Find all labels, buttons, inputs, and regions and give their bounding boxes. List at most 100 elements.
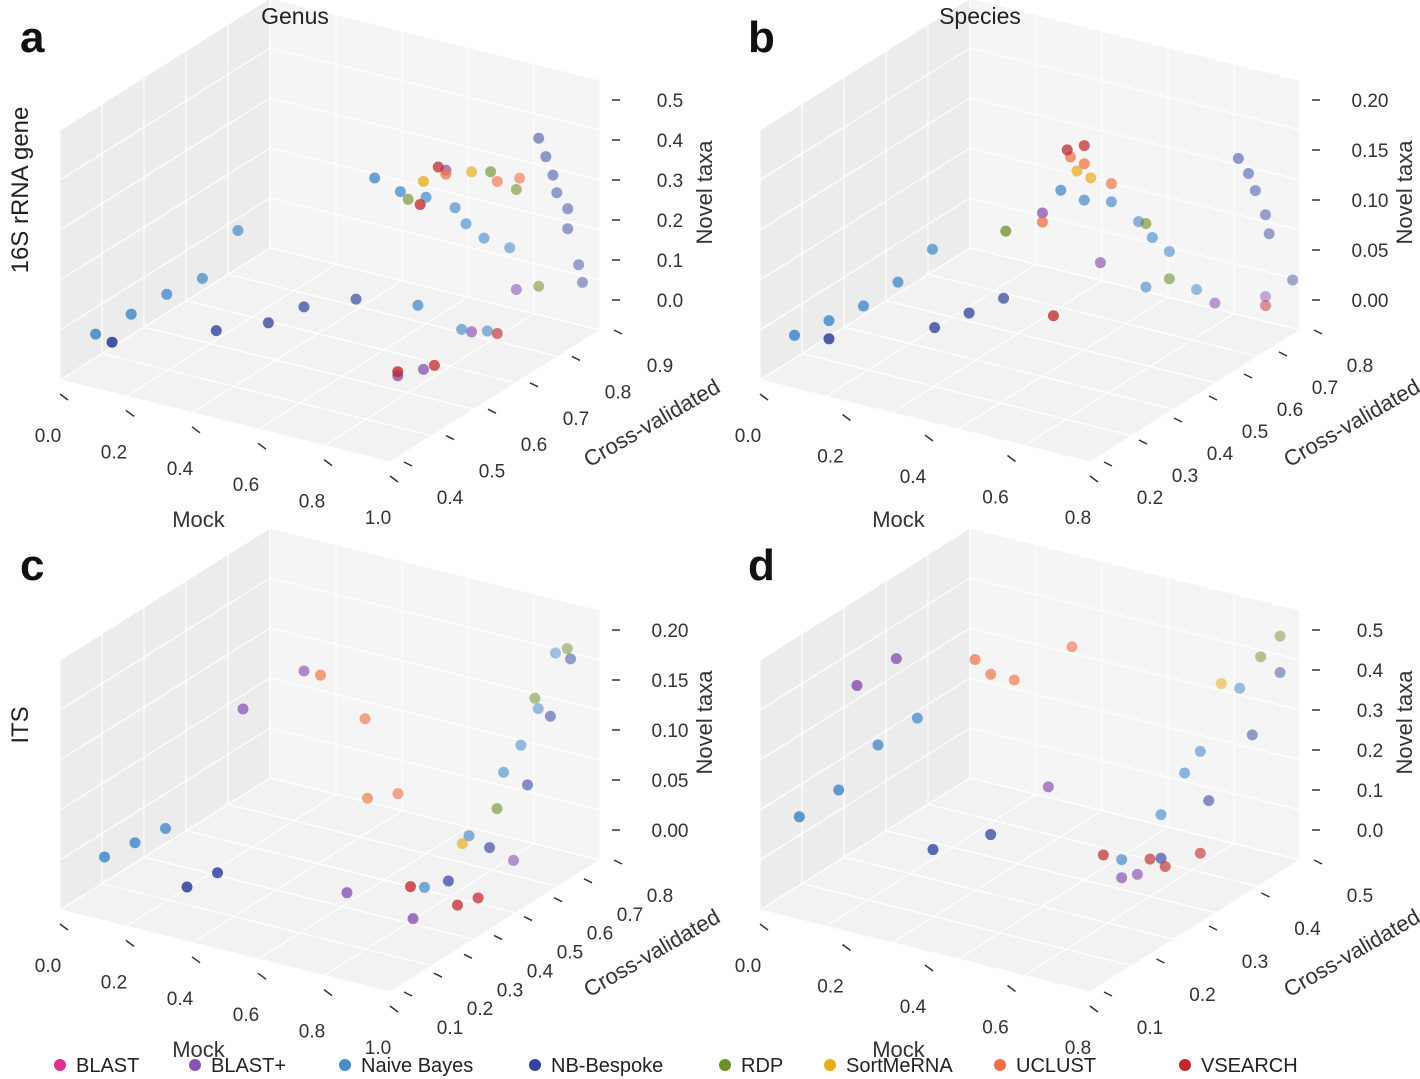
data-point xyxy=(417,363,429,375)
data-point xyxy=(823,315,835,327)
y-tick-label: 0.1 xyxy=(437,1018,463,1039)
data-point xyxy=(510,283,522,295)
series-nb-bespoke xyxy=(181,653,576,893)
y-tick-mark xyxy=(1156,958,1165,964)
z-tick-label: 0.10 xyxy=(1352,191,1389,212)
data-point xyxy=(1159,860,1171,872)
data-point xyxy=(1155,809,1167,821)
data-point xyxy=(998,292,1010,304)
z-tick-label: 0.5 xyxy=(657,91,683,112)
panel-letter: d xyxy=(748,541,775,590)
x-tick-mark xyxy=(257,972,267,980)
y-tick-label: 0.5 xyxy=(557,943,583,964)
data-point xyxy=(562,203,574,215)
panel-c: 0.00.20.40.60.81.0Mock0.10.20.30.40.50.6… xyxy=(20,527,724,1062)
x-tick-label: 0.0 xyxy=(735,956,761,977)
data-point xyxy=(1000,225,1012,237)
data-point xyxy=(1061,144,1073,156)
data-point xyxy=(315,669,326,681)
data-point xyxy=(1116,854,1128,866)
data-point xyxy=(515,739,527,751)
x-tick-mark xyxy=(1089,475,1099,483)
series-uclust xyxy=(1036,151,1117,228)
data-point xyxy=(99,851,110,863)
data-point xyxy=(890,653,902,665)
floor-pane xyxy=(760,778,1300,992)
data-point xyxy=(392,366,404,378)
data-point xyxy=(1036,216,1048,228)
data-point xyxy=(1140,217,1152,229)
column-title-species: Species xyxy=(939,3,1021,29)
data-point xyxy=(414,199,426,211)
row-title-16s: 16S rRNA gene xyxy=(7,107,34,274)
x-tick-label: 0.4 xyxy=(900,997,927,1018)
x-tick-mark xyxy=(1007,984,1016,993)
legend-item: Naive Bayes xyxy=(339,1055,473,1077)
z-tick-label: 0.00 xyxy=(652,821,689,842)
x-tick-mark xyxy=(924,434,934,442)
data-point xyxy=(1078,158,1090,170)
panel-d: 0.00.20.40.60.8Mock0.10.20.30.40.5Cross-… xyxy=(735,527,1420,1062)
y-tick-mark xyxy=(445,434,455,441)
back-pane xyxy=(970,528,1300,860)
data-point xyxy=(237,703,249,715)
data-point xyxy=(985,668,997,680)
data-point xyxy=(1094,257,1106,269)
legend-marker xyxy=(824,1059,836,1071)
legend-label: SortMeRNA xyxy=(846,1055,953,1077)
legend-item: BLAST xyxy=(54,1055,139,1077)
series-vsearch xyxy=(1047,140,1272,322)
gridlines xyxy=(59,527,601,993)
data-point xyxy=(362,792,373,804)
data-point xyxy=(929,322,941,334)
x-tick-label: 0.2 xyxy=(101,972,127,993)
x-tick-label: 0.6 xyxy=(982,488,1008,509)
y-tick-mark xyxy=(1173,417,1183,423)
x-tick-label: 0.2 xyxy=(817,977,843,998)
legend-label: NB-Bespoke xyxy=(551,1055,663,1077)
x-axis-label: Mock xyxy=(872,507,926,532)
z-tick-label: 0.4 xyxy=(657,131,684,152)
gridlines xyxy=(759,0,1301,463)
z-tick-label: 0.20 xyxy=(652,621,689,642)
x-tick-mark xyxy=(389,475,399,483)
series-blast- xyxy=(237,665,519,925)
data-point xyxy=(1287,274,1299,286)
back-pane xyxy=(970,0,1300,330)
panels-layer: 0.00.20.40.60.81.0Mock0.40.50.60.70.80.9… xyxy=(20,0,1420,1062)
x-tick-label: 0.8 xyxy=(1065,1038,1091,1059)
y-tick-label: 0.3 xyxy=(497,980,523,1001)
data-point xyxy=(1036,207,1048,219)
z-tick-label: 0.15 xyxy=(652,671,689,692)
x-tick-label: 0.6 xyxy=(233,1005,259,1026)
x-tick-label: 0.8 xyxy=(1065,508,1091,529)
x-tick-label: 0.8 xyxy=(299,492,325,513)
y-tick-label: 0.3 xyxy=(1172,466,1198,487)
data-point xyxy=(561,643,573,655)
z-tick-label: 0.05 xyxy=(1352,241,1389,262)
gridlines xyxy=(59,0,601,463)
legend-label: Naive Bayes xyxy=(361,1055,473,1077)
data-point xyxy=(1008,674,1020,686)
x-tick-label: 0.2 xyxy=(101,442,127,463)
series-naive-bayes xyxy=(99,647,561,893)
y-tick-mark xyxy=(493,934,503,941)
data-point xyxy=(833,784,845,796)
data-point xyxy=(1234,682,1246,694)
y-tick-label: 0.4 xyxy=(1207,444,1234,465)
data-point xyxy=(298,301,310,313)
x-tick-mark xyxy=(323,988,333,997)
data-point xyxy=(440,168,452,180)
y-tick-mark xyxy=(613,329,623,335)
x-tick-label: 0.4 xyxy=(167,459,194,480)
data-point xyxy=(392,788,404,800)
series-sortmerna xyxy=(417,166,478,187)
data-point xyxy=(508,854,519,866)
data-point xyxy=(466,326,478,338)
y-tick-label: 0.4 xyxy=(437,488,464,509)
series-sortmerna xyxy=(1071,165,1097,184)
series-uclust xyxy=(315,669,404,804)
legend-item: NB-Bespoke xyxy=(529,1055,663,1077)
data-point xyxy=(1146,232,1158,244)
z-tick-label: 0.3 xyxy=(657,171,683,192)
